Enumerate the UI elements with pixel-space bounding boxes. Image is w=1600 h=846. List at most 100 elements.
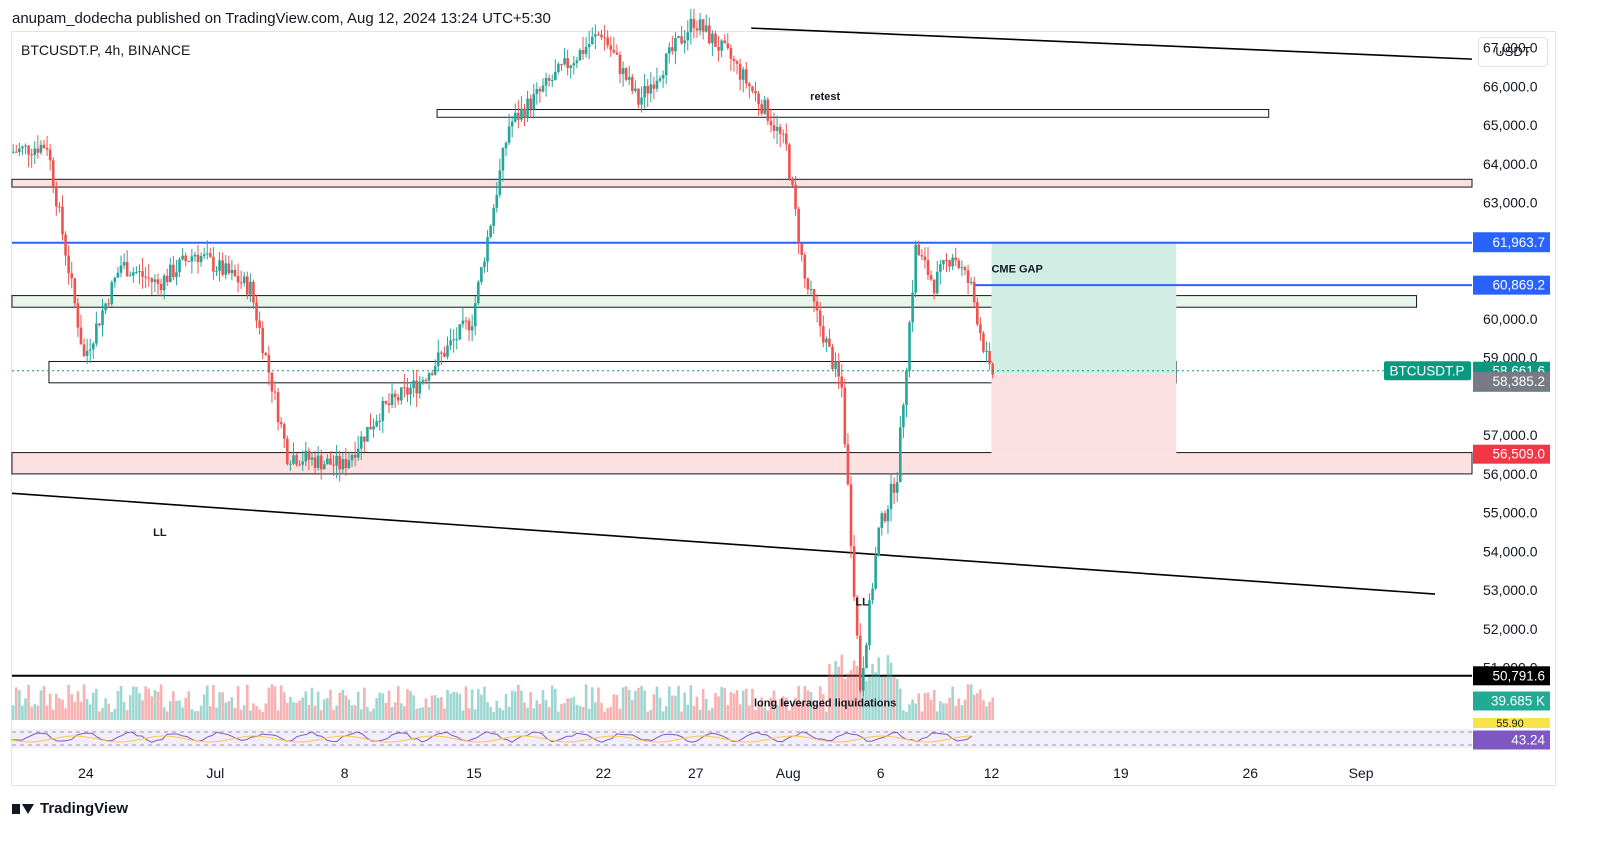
volume-bar-201 (631, 700, 634, 720)
candle-body-5 (27, 145, 30, 155)
y-tick-label-11: 53,000.0 (1483, 582, 1538, 598)
candle-body-285 (889, 483, 893, 509)
candle-body-79 (255, 302, 258, 321)
candle-body-131 (415, 380, 419, 394)
candle-body-166 (523, 108, 526, 119)
volume-bar-178 (560, 703, 563, 720)
candle-body-11 (45, 147, 49, 150)
candle-body-125 (396, 397, 400, 401)
candle-body-76 (245, 276, 249, 295)
zone-1 (11, 295, 1418, 308)
volume-bar-138 (436, 697, 440, 720)
volume-bar-295 (920, 711, 924, 720)
candle-body-134 (424, 380, 428, 382)
candle-body-193 (606, 37, 609, 46)
candle-body-311 (969, 281, 973, 284)
candle-body-271 (846, 444, 850, 485)
candle-body-235 (735, 61, 739, 64)
volume-bar-290 (905, 711, 908, 720)
candle-body-303 (945, 260, 948, 262)
volume-bar-156 (492, 711, 496, 720)
volume-bar-23 (82, 684, 86, 720)
candle-body-52 (172, 264, 175, 278)
candle-body-67 (218, 260, 221, 271)
volume-bar-28 (98, 711, 101, 720)
candle-body-205 (643, 85, 646, 98)
volume-bar-85 (273, 686, 277, 720)
x-tick-label-8: 12 (984, 765, 1000, 781)
volume-bar-204 (640, 685, 643, 720)
candle-body-102 (326, 458, 329, 465)
volume-bar-41 (138, 693, 141, 720)
currency-button[interactable]: USDT (1478, 37, 1548, 67)
candle-body-202 (634, 88, 637, 91)
candle-body-257 (803, 254, 807, 279)
volume-bar-78 (252, 703, 255, 720)
volume-bar-192 (603, 711, 606, 720)
volume-bar-129 (409, 690, 412, 720)
volume-bar-300 (935, 711, 939, 720)
rsi-line (11, 731, 973, 743)
volume-bar-200 (627, 689, 631, 720)
candle-body-128 (406, 387, 409, 395)
candle-body-307 (957, 260, 961, 268)
candle-body-183 (575, 60, 579, 64)
candle-body-287 (895, 482, 899, 493)
candle-body-155 (489, 225, 492, 238)
x-tick-label-3: 15 (466, 765, 482, 781)
candle-body-213 (667, 47, 671, 54)
volume-bar-282 (880, 676, 884, 720)
candle-body-211 (661, 75, 665, 79)
volume-bar-133 (421, 707, 425, 720)
candle-body-196 (615, 52, 619, 55)
candle-body-220 (689, 18, 693, 33)
candle-body-177 (557, 64, 560, 73)
volume-bar-71 (230, 697, 234, 720)
volume-bar-186 (584, 684, 588, 720)
volume-bar-56 (184, 697, 187, 720)
volume-bar-153 (483, 686, 486, 720)
candle-body-184 (578, 50, 582, 61)
candle-body-135 (427, 373, 431, 381)
volume-bar-10 (42, 686, 46, 720)
candle-body-39 (132, 272, 135, 276)
volume-bar-1 (14, 687, 18, 720)
candle-body-315 (982, 333, 985, 352)
volume-bar-255 (797, 685, 800, 720)
volume-bar-299 (932, 689, 936, 720)
trend-line-1 (11, 492, 1436, 595)
candle-body-240 (751, 86, 754, 92)
volume-bar-72 (233, 708, 237, 720)
volume-bar-189 (594, 702, 597, 720)
volume-bar-166 (523, 702, 526, 720)
volume-bar-203 (637, 687, 640, 720)
volume-bar-127 (403, 706, 406, 720)
volume-bar-160 (504, 694, 508, 720)
candle-body-24 (85, 350, 89, 356)
candle-body-157 (495, 194, 499, 208)
candle-body-295 (920, 255, 924, 257)
volume-bar-150 (473, 709, 477, 720)
candle-body-121 (384, 400, 388, 404)
volume-bar-137 (433, 695, 437, 720)
candle-body-269 (840, 376, 844, 388)
candle-body-32 (110, 282, 114, 305)
price-badge-label-6: 50,791.6 (1492, 668, 1545, 683)
volume-bar-152 (480, 694, 483, 720)
volume-bar-193 (606, 707, 609, 720)
volume-bar-17 (64, 708, 67, 720)
volume-bar-245 (766, 710, 770, 720)
candle-body-107 (341, 459, 345, 470)
symbol-label: BTCUSDT.P, 4h, BINANCE (21, 42, 191, 58)
volume-bar-79 (255, 705, 258, 720)
volume-bar-258 (806, 690, 810, 720)
volume-bar-240 (751, 688, 754, 720)
candle-body-264 (825, 338, 828, 343)
candle-body-238 (744, 69, 748, 84)
candle-body-113 (359, 436, 363, 449)
y-tick-label-0: 67,000.0 (1483, 40, 1538, 56)
candle-body-188 (590, 36, 594, 45)
annotation-0: retest (810, 91, 840, 103)
volume-bar-25 (88, 704, 92, 720)
